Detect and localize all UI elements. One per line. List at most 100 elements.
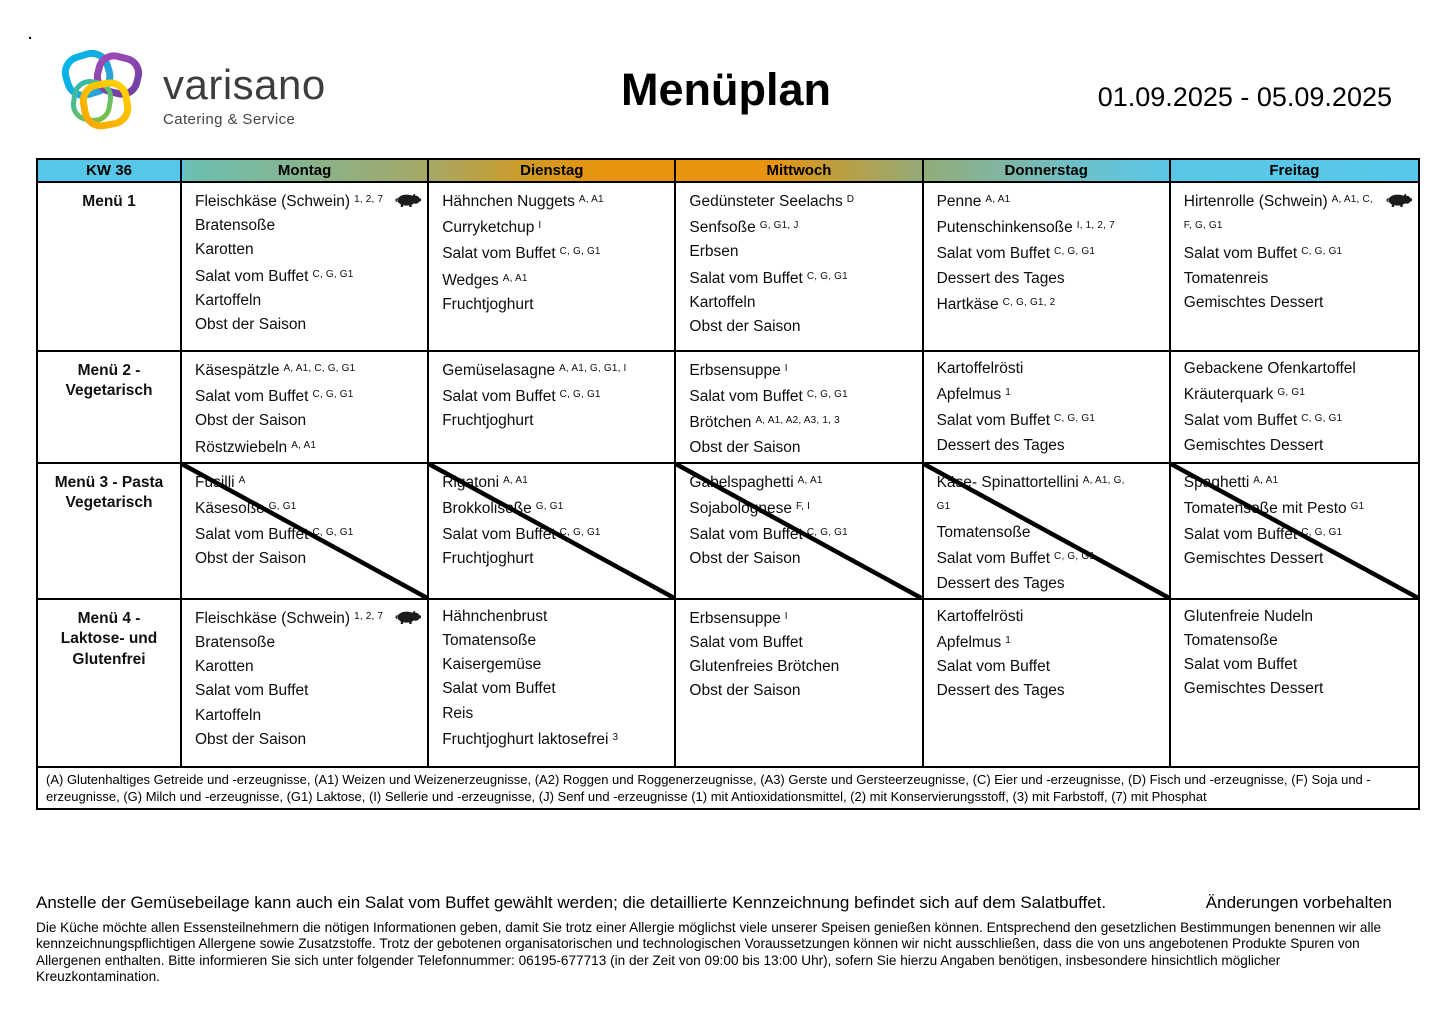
menu-cell-freitag: Hirtenrolle (Schwein) A, A1, C, F, G, G1 S…: [1171, 183, 1418, 350]
dish-name: Fusilli: [195, 473, 235, 491]
menu-item: Salat vom Buffet: [1184, 653, 1388, 677]
menu-item: Salat vom Buffet: [442, 677, 644, 701]
menu-item: Hirtenrolle (Schwein) A, A1, C, F, G, G1: [1184, 188, 1412, 240]
day-header-freitag: Freitag: [1171, 160, 1418, 181]
dish-name: Obst der Saison: [195, 550, 307, 568]
dish-name: Reis: [442, 704, 474, 722]
menu-table: KW 36 Montag Dienstag Mittwoch Donnerstag Fre…: [36, 158, 1420, 811]
allergen-codes: C, G, G1: [806, 389, 848, 401]
date-range: 01.09.2025 - 05.09.2025: [1097, 82, 1392, 112]
allergen-codes: C, G, G1: [1054, 551, 1096, 563]
menu-cell-mittwoch: Erbsensuppe I Salat vom Buffet C, G, G1 Bröt…: [676, 352, 924, 462]
allergen-codes: 1: [1005, 635, 1011, 647]
menu-item: Obst der Saison: [195, 409, 397, 433]
week-label-cell: KW 36: [38, 160, 182, 181]
day-header-label: Dienstag: [520, 162, 584, 179]
logo-text: varisano Catering & Service: [163, 48, 326, 129]
menu-item: Fleischkäse (Schwein) 1, 2, 7: [195, 605, 422, 631]
menu-item: Dessert des Tages: [937, 572, 1139, 596]
dish-name: Salat vom Buffet: [936, 245, 1051, 263]
dish-name: Wedges: [442, 271, 499, 289]
allergen-codes: 1, 2, 7: [354, 194, 384, 205]
dish-name: Gemischtes Dessert: [1183, 293, 1324, 311]
menu-item: Karotten: [195, 655, 397, 679]
dish-name: Salat vom Buffet: [936, 412, 1051, 430]
varisano-logo-icon: [61, 49, 143, 130]
menu-item: Gemischtes Dessert: [1184, 291, 1388, 315]
menu-item: Kartoffeln: [689, 291, 891, 315]
dish-name: Salat vom Buffet: [1183, 526, 1298, 544]
menu-row-label-text: Menü 4 - Laktose- und Glutenfrei: [60, 609, 158, 668]
menu-item: Salat vom Buffet C, G, G1: [442, 240, 644, 266]
dish-name: Obst der Saison: [689, 682, 801, 700]
dish-name: Tomatensoße: [936, 524, 1031, 542]
dish-name: Tomatensoße: [1183, 632, 1278, 650]
menu-row-label: Menü 3 - Pasta Vegetarisch: [38, 463, 182, 598]
dish-name: Glutenfreie Nudeln: [1183, 607, 1314, 625]
menu-item: Salat vom Buffet C, G, G1: [689, 521, 891, 547]
menu-row-1: Menü 1 Fleischkäse (Schwein) 1, 2, 7 Braten…: [38, 183, 1418, 352]
menu-item: Obst der Saison: [689, 315, 891, 339]
menu-cell-freitag: Spaghetti A, A1 Tomatensoße mit Pesto G1 Sal…: [1171, 464, 1418, 598]
dish-name: Salat vom Buffet: [1183, 412, 1298, 430]
varisano-logo: varisano Catering & Service: [58, 48, 326, 134]
menu-item: Curryketchup I: [442, 214, 644, 240]
dish-name: Obst der Saison: [195, 412, 307, 430]
allergen-codes: A, A1: [1253, 474, 1279, 486]
menu-row-label: Menü 1: [38, 183, 182, 350]
menu-item: Gemischtes Dessert: [1184, 434, 1388, 458]
dish-name: Salat vom Buffet: [689, 526, 803, 544]
dish-name: Salat vom Buffet: [195, 267, 309, 285]
dish-name: Salat vom Buffet: [689, 269, 803, 287]
menu-cell-montag: Fusilli A Käsesoße G, G1 Salat vom Buffet C, …: [182, 463, 430, 598]
allergen-codes: A, A1, C, G, G1: [283, 363, 356, 374]
allergen-codes: C, G, G1: [312, 389, 354, 401]
menu-item: Kartoffelrösti: [937, 357, 1139, 381]
dish-name: Gedünsteter Seelachs: [689, 193, 843, 210]
allergen-codes: C, G, G1, 2: [1002, 296, 1056, 308]
day-header-montag: Montag: [182, 160, 430, 181]
dish-name: Obst der Saison: [195, 316, 307, 334]
dish-name: Kräuterquark: [1183, 386, 1274, 404]
dish-name: Kartoffeln: [689, 293, 756, 311]
menu-item: Salat vom Buffet C, G, G1: [937, 545, 1139, 571]
menu-cell-dienstag: Gemüselasagne A, A1, G, G1, I Salat vom Bu…: [429, 352, 677, 462]
allergen-codes: G, G1: [268, 501, 297, 513]
dish-name: Obst der Saison: [195, 730, 307, 748]
dish-name: Karotten: [195, 658, 254, 676]
menu-item: Käsesoße G, G1: [195, 495, 397, 521]
dish-name: Dessert des Tages: [936, 269, 1065, 287]
menu-item: Glutenfreie Nudeln: [1184, 605, 1388, 629]
menu-item: Tomatensoße: [1184, 629, 1388, 653]
dish-name: Sojabolognese: [689, 500, 792, 518]
menu-item: Käse- Spinattortellini A, A1, G, G1: [937, 469, 1139, 521]
menu-item: Karotten: [195, 238, 397, 262]
dish-name: Fruchtjoghurt: [442, 295, 534, 313]
menu-item: Obst der Saison: [195, 313, 397, 337]
dish-name: Salat vom Buffet: [195, 526, 309, 544]
menu-item: Salat vom Buffet C, G, G1: [195, 263, 397, 289]
dish-name: Karotten: [195, 241, 254, 259]
allergen-codes: C, G, G1: [559, 527, 601, 539]
menu-cell-donnerstag: Käse- Spinattortellini A, A1, G, G1 Tomate…: [924, 463, 1171, 598]
dish-name: Fruchtjoghurt laktosefrei: [442, 730, 609, 748]
allergen-codes: C, G, G1: [1301, 413, 1343, 425]
menu-row-label-text: Menü 1: [82, 193, 136, 210]
dish-name: Gemischtes Dessert: [1183, 550, 1324, 568]
menu-cell-montag: Fleischkäse (Schwein) 1, 2, 7 Bratensoße Ka…: [182, 599, 430, 766]
menu-cell-mittwoch: Erbsensuppe I Salat vom Buffet Glutenfreies…: [676, 599, 924, 766]
allergen-codes: I: [784, 610, 788, 622]
allergen-codes: C, G, G1: [806, 270, 848, 282]
brand-name: varisano: [163, 61, 326, 108]
menu-item: Tomatensoße: [442, 629, 644, 653]
menu-item: Salat vom Buffet: [195, 679, 397, 703]
menu-item: Erbsensuppe I: [689, 605, 891, 631]
menu-cell-montag: Fleischkäse (Schwein) 1, 2, 7 Bratensoße Ka…: [182, 183, 430, 350]
day-header-label: Mittwoch: [766, 162, 832, 179]
dish-name: Kartoffeln: [195, 706, 262, 724]
dish-name: Obst der Saison: [689, 550, 801, 568]
day-header-label: Montag: [277, 162, 332, 179]
menu-row-2: Menü 2 - Vegetarisch Käsespätzle A, A1, C,…: [38, 352, 1418, 464]
menu-item: Obst der Saison: [689, 436, 891, 460]
dish-name: Kartoffelrösti: [936, 607, 1024, 625]
